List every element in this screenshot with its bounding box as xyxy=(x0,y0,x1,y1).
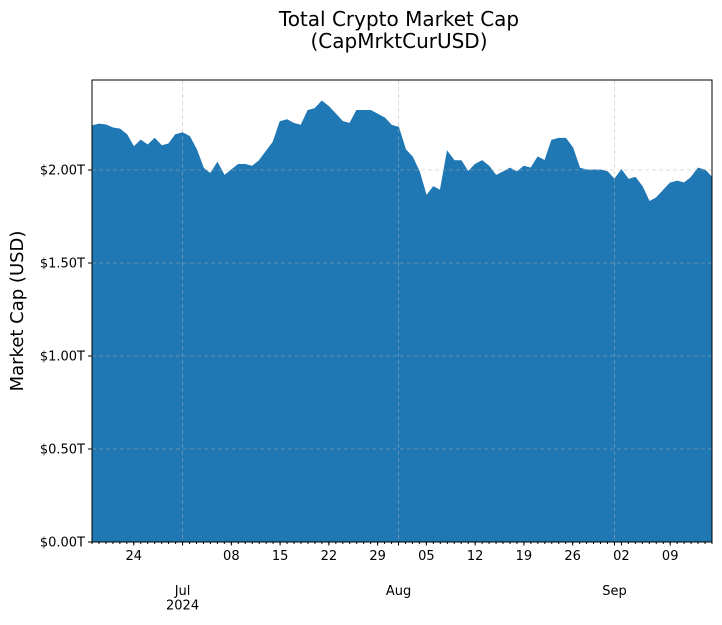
x-tick-label: 05 xyxy=(418,549,435,564)
x-tick-label: Sep xyxy=(602,584,627,599)
chart-title: Total Crypto Market Cap (CapMrktCurUSD) xyxy=(278,7,519,53)
x-tick-label: 22 xyxy=(321,549,338,564)
x-tick-label: 29 xyxy=(369,549,386,564)
area xyxy=(91,100,713,543)
x-tick-label: 15 xyxy=(272,549,289,564)
x-tick-label: 24 xyxy=(126,549,143,564)
x-tick-label: Jul 2024 xyxy=(166,584,199,613)
y-tick-label: $0.00T xyxy=(40,536,85,551)
x-tick-label: 19 xyxy=(516,549,533,564)
x-tick-label: 26 xyxy=(564,549,581,564)
x-tick-label: Aug xyxy=(386,584,411,599)
y-tick-label: $1.50T xyxy=(40,257,85,272)
y-tick-label: $0.50T xyxy=(40,443,85,458)
plot-frame xyxy=(91,79,713,543)
y-tick-label: $2.00T xyxy=(40,164,85,179)
x-tick-label: 02 xyxy=(613,549,630,564)
y-axis-label: Market Cap (USD) xyxy=(7,231,28,392)
x-tick-label: 08 xyxy=(223,549,240,564)
x-tick-label: 12 xyxy=(467,549,484,564)
x-tick-label: 09 xyxy=(662,549,679,564)
y-tick-label: $1.00T xyxy=(40,350,85,365)
